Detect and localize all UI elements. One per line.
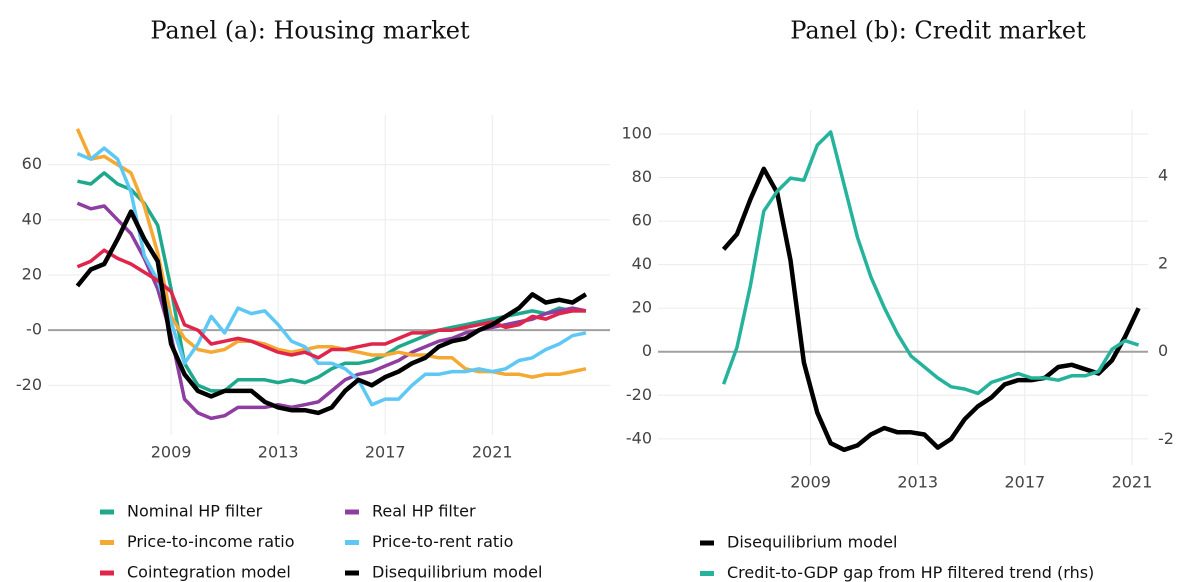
y-tick-label: -0 bbox=[26, 320, 42, 339]
series-line bbox=[721, 166, 1141, 453]
y-tick-label: -40 bbox=[626, 428, 652, 447]
x-tick-label: 2013 bbox=[258, 443, 299, 462]
legend-label: Real HP filter bbox=[372, 502, 476, 521]
legend-label: Price-to-income ratio bbox=[127, 532, 295, 551]
y-tick-label: 20 bbox=[632, 298, 652, 317]
series-line bbox=[75, 209, 588, 416]
y2-tick-label: 2 bbox=[1158, 253, 1168, 272]
y-tick-label: -20 bbox=[16, 375, 42, 394]
y-tick-label: 40 bbox=[22, 209, 42, 228]
x-tick-label: 2013 bbox=[897, 473, 938, 492]
x-tick-label: 2021 bbox=[1112, 473, 1153, 492]
x-tick-label: 2017 bbox=[1004, 473, 1045, 492]
x-tick-label: 2009 bbox=[151, 443, 192, 462]
y-tick-label: 60 bbox=[22, 154, 42, 173]
legend-label: Disequilibrium model bbox=[372, 563, 542, 582]
series-line bbox=[75, 128, 587, 379]
legend-label: Credit-to-GDP gap from HP filtered trend… bbox=[727, 563, 1094, 582]
y-tick-label: 40 bbox=[632, 254, 652, 273]
legend-label: Price-to-rent ratio bbox=[372, 532, 513, 551]
panel-title: Panel (b): Credit market bbox=[790, 17, 1086, 45]
legend-label: Disequilibrium model bbox=[727, 533, 897, 552]
y-tick-label: 100 bbox=[621, 123, 652, 142]
series-line bbox=[721, 130, 1140, 396]
x-tick-label: 2021 bbox=[472, 443, 513, 462]
x-tick-label: 2009 bbox=[790, 473, 831, 492]
y2-tick-label: -2 bbox=[1158, 429, 1174, 448]
panel-title: Panel (a): Housing market bbox=[150, 17, 470, 45]
x-tick-label: 2017 bbox=[365, 443, 406, 462]
y-tick-label: 80 bbox=[632, 167, 652, 186]
y-tick-label: 60 bbox=[632, 211, 652, 230]
legend-label: Nominal HP filter bbox=[127, 502, 263, 521]
legend-label: Cointegration model bbox=[127, 563, 291, 582]
y-tick-label: 0 bbox=[642, 341, 652, 360]
y2-tick-label: 0 bbox=[1158, 341, 1168, 360]
series-line bbox=[76, 248, 586, 360]
y-tick-label: -20 bbox=[626, 385, 652, 404]
y-tick-label: 20 bbox=[22, 265, 42, 284]
y2-tick-label: 4 bbox=[1158, 165, 1168, 184]
